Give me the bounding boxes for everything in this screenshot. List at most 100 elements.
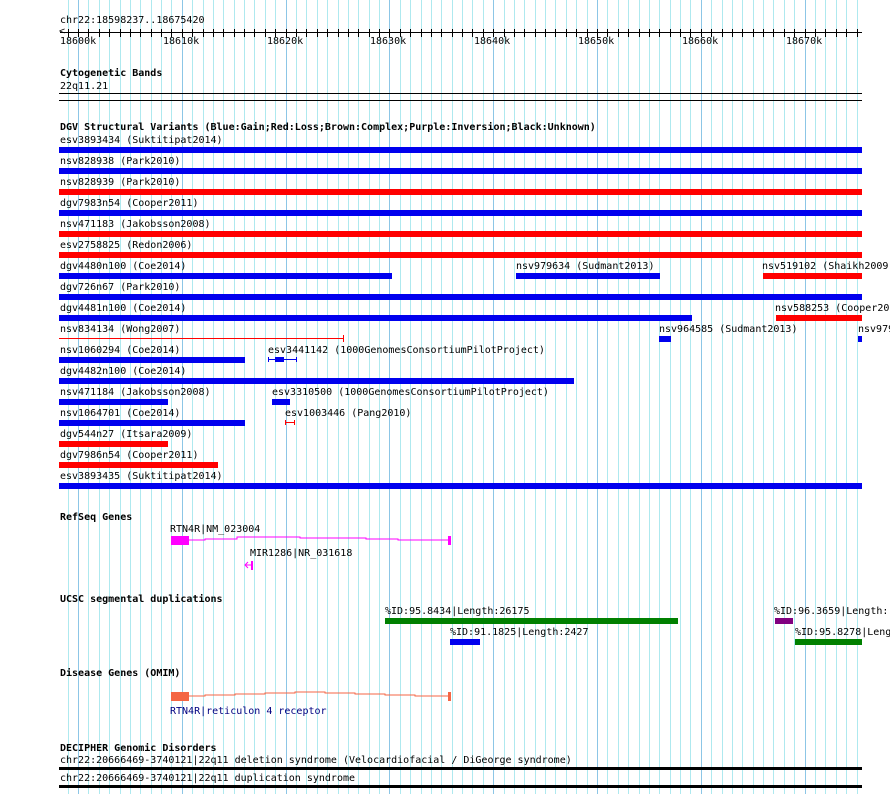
sv-label[interactable]: dgv4482n100 (Coe2014) <box>60 366 187 377</box>
cyto-band[interactable] <box>59 93 862 94</box>
sv-bar[interactable] <box>59 273 392 279</box>
ruler-tick <box>68 29 69 37</box>
ruler-tick <box>369 29 370 37</box>
sv-label[interactable]: nsv471183 (Jakobsson2008) <box>60 219 211 230</box>
grid-line <box>358 0 359 794</box>
sv-bar[interactable] <box>858 336 862 342</box>
sv-label[interactable]: esv2758825 (Redon2006) <box>60 240 193 251</box>
sv-bar[interactable] <box>659 336 671 342</box>
decipher-bar[interactable] <box>59 785 862 788</box>
sv-label[interactable]: nsv828939 (Park2010) <box>60 177 181 188</box>
decipher-label[interactable]: chr22:20666469-3740121|22q11 deletion sy… <box>60 755 572 766</box>
ruler-tick <box>659 29 660 37</box>
sv-label[interactable]: dgv726n67 (Park2010) <box>60 282 181 293</box>
sv-bar[interactable] <box>59 483 862 489</box>
ruler-tick <box>742 29 743 37</box>
sv-bar[interactable] <box>59 338 343 339</box>
omim-gene-rtn4r <box>171 691 451 701</box>
grid-line <box>151 0 152 794</box>
sv-bar[interactable] <box>59 147 862 153</box>
grid-line <box>628 0 629 794</box>
segdup-bar[interactable] <box>385 618 678 624</box>
segdup-bar[interactable] <box>795 639 862 645</box>
sv-label[interactable]: nsv979 <box>858 324 890 335</box>
ruler-left-arrow-icon[interactable]: < <box>59 26 66 37</box>
sv-label[interactable]: esv3310500 (1000GenomesConsortiumPilotPr… <box>272 387 549 398</box>
sv-bar[interactable] <box>59 252 862 258</box>
sv-label[interactable]: nsv834134 (Wong2007) <box>60 324 181 335</box>
sv-bar[interactable] <box>516 273 660 279</box>
grid-line <box>203 0 204 794</box>
tick-label: 18650k <box>578 36 615 47</box>
decipher-bar[interactable] <box>59 767 862 770</box>
sv-label[interactable]: dgv4480n100 (Coe2014) <box>60 261 187 272</box>
gene-label[interactable]: MIR1286|NR_031618 <box>250 548 353 559</box>
grid-line <box>286 0 287 794</box>
segdup-label[interactable]: %ID:91.1825|Length:2427 <box>450 627 589 638</box>
sv-label[interactable]: dgv544n27 (Itsara2009) <box>60 429 193 440</box>
dgv-track-title: DGV Structural Variants (Blue:Gain;Red:L… <box>60 122 596 133</box>
sv-label[interactable]: nsv1060294 (Coe2014) <box>60 345 181 356</box>
cyto-band-label[interactable]: 22q11.21 <box>60 81 109 92</box>
sv-label[interactable]: esv3441142 (1000GenomesConsortiumPilotPr… <box>268 345 545 356</box>
sv-label[interactable]: nsv519102 (Shaikh2009 <box>762 261 889 272</box>
sv-bar-cap <box>285 420 286 425</box>
segdup-bar[interactable] <box>775 618 793 624</box>
sv-bar[interactable] <box>59 168 862 174</box>
sv-label[interactable]: nsv828938 (Park2010) <box>60 156 181 167</box>
sv-bar[interactable] <box>59 441 168 447</box>
sv-bar[interactable] <box>776 315 862 321</box>
grid-line <box>836 0 837 794</box>
segdup-bar[interactable] <box>450 639 480 645</box>
sv-bar[interactable] <box>272 399 290 405</box>
grid-line <box>244 0 245 794</box>
tick-label: 18600k <box>60 36 97 47</box>
ruler-tick <box>78 29 79 37</box>
sv-bar[interactable] <box>59 294 862 300</box>
grid-line <box>659 0 660 794</box>
segdup-label[interactable]: %ID:95.8278|Leng <box>795 627 890 638</box>
grid-line <box>68 0 69 794</box>
sv-bar[interactable] <box>285 422 295 423</box>
sv-bar[interactable] <box>59 231 862 237</box>
sv-label[interactable]: nsv1064701 (Coe2014) <box>60 408 181 419</box>
sv-label[interactable]: dgv7983n54 (Cooper2011) <box>60 198 199 209</box>
ruler-tick <box>265 29 266 37</box>
sv-label[interactable]: nsv588253 (Cooper20 <box>775 303 890 314</box>
sv-bar[interactable] <box>59 315 692 321</box>
sv-label[interactable]: dgv7986n54 (Cooper2011) <box>60 450 199 461</box>
sv-label[interactable]: nsv471184 (Jakobsson2008) <box>60 387 211 398</box>
segdup-label[interactable]: %ID:96.3659|Length: <box>774 606 889 617</box>
sv-bar[interactable] <box>59 378 574 384</box>
grid-line <box>431 0 432 794</box>
ruler-tick <box>607 29 608 37</box>
sv-label[interactable]: esv3893434 (Suktitipat2014) <box>60 135 223 146</box>
sv-bar[interactable] <box>59 399 168 405</box>
sv-label[interactable]: nsv964585 (Sudmant2013) <box>659 324 798 335</box>
ruler-tick <box>711 29 712 37</box>
gene-label[interactable]: RTN4R|NM_023004 <box>170 524 261 535</box>
cyto-track-title: Cytogenetic Bands <box>60 68 163 79</box>
decipher-label[interactable]: chr22:20666469-3740121|22q11 duplication… <box>60 773 356 784</box>
segdup-label[interactable]: %ID:95.8434|Length:26175 <box>385 606 530 617</box>
omim-gene-label[interactable]: RTN4R|reticulon 4 receptor <box>170 706 327 717</box>
sv-bar[interactable] <box>59 189 862 195</box>
ruler-tick <box>597 29 598 37</box>
sv-bar[interactable] <box>59 357 245 363</box>
sv-label[interactable]: esv1003446 (Pang2010) <box>285 408 412 419</box>
grid-line <box>182 0 183 794</box>
ruler-tick <box>587 29 588 37</box>
ruler-tick <box>327 29 328 37</box>
grid-line <box>78 0 79 794</box>
grid-line <box>296 0 297 794</box>
sv-bar[interactable] <box>59 210 862 216</box>
sv-bar[interactable] <box>59 420 245 426</box>
ruler-tick <box>286 29 287 37</box>
sv-label[interactable]: dgv4481n100 (Coe2014) <box>60 303 187 314</box>
sv-bar[interactable] <box>59 462 218 468</box>
sv-label[interactable]: esv3893435 (Suktitipat2014) <box>60 471 223 482</box>
sv-label[interactable]: nsv979634 (Sudmant2013) <box>516 261 655 272</box>
sv-bar[interactable] <box>763 273 862 279</box>
ruler-range: chr22:18598237..18675420 <box>60 15 205 26</box>
